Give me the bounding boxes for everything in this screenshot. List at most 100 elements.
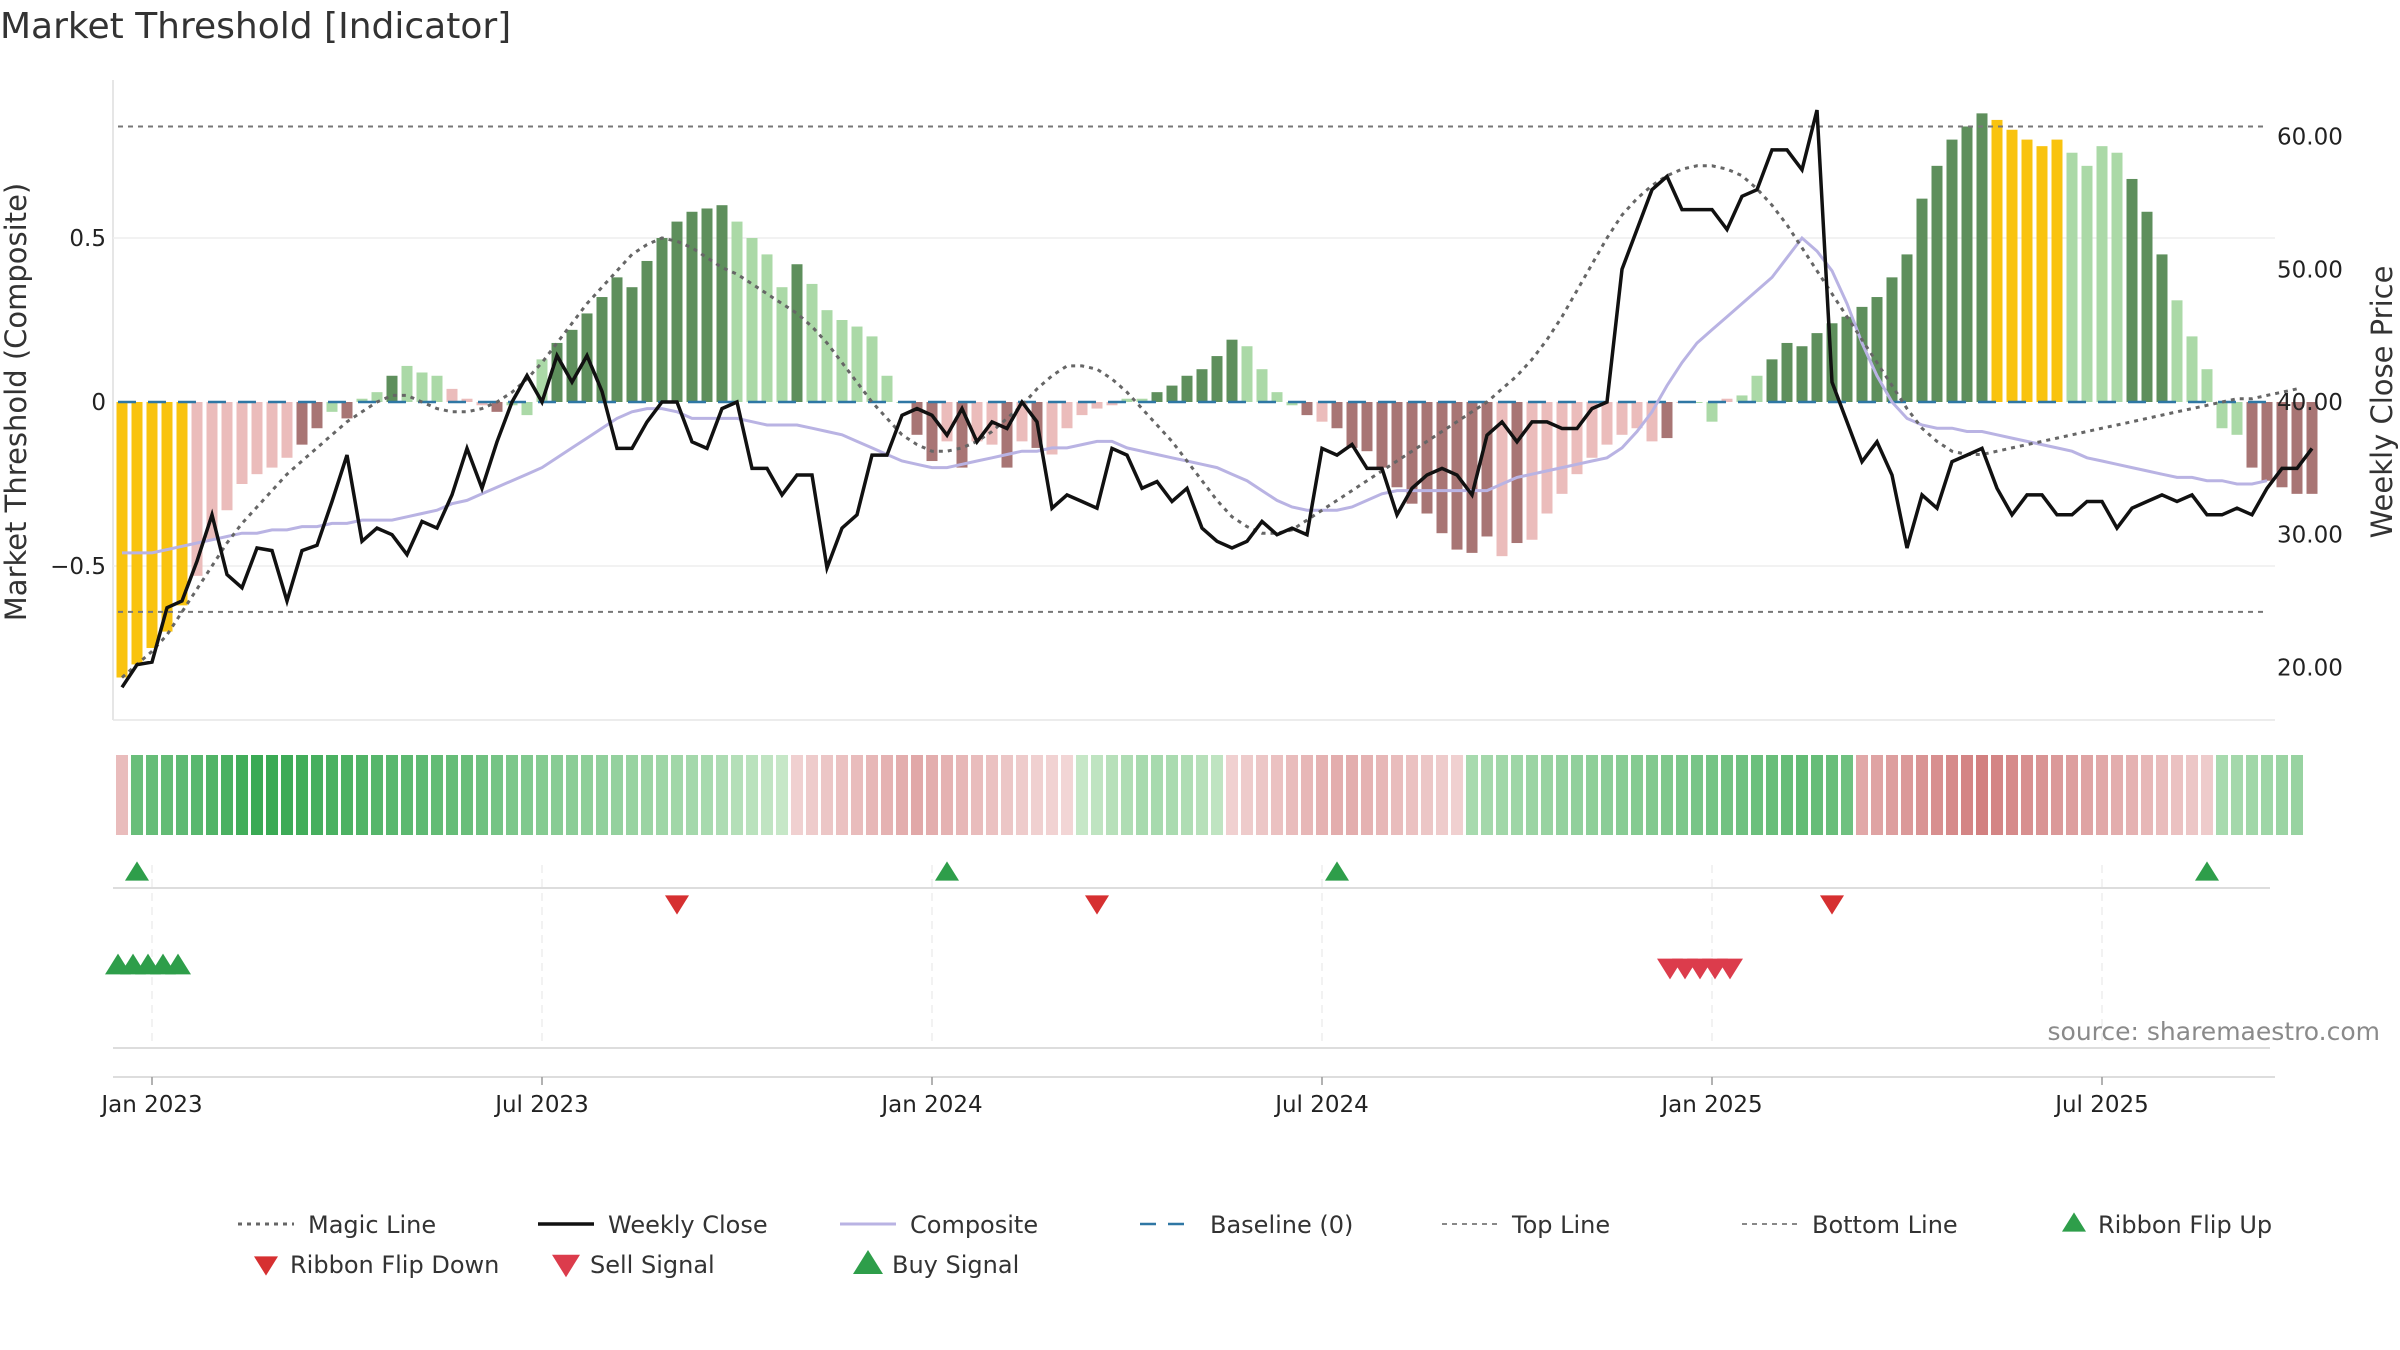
composite-bar [806, 283, 818, 402]
composite-bar [851, 326, 863, 402]
ribbon-cell [701, 755, 713, 835]
ribbon-cell [1751, 755, 1763, 835]
composite-bar [266, 402, 278, 468]
composite-bar [926, 402, 938, 462]
ribbon-cell [1151, 755, 1163, 835]
composite-bar [1286, 402, 1298, 406]
composite-bar [2306, 402, 2318, 494]
ribbon-cell [1946, 755, 1958, 835]
ribbon-cell [1496, 755, 1508, 835]
main-panel: 0.5 0 −0.5 60.00 50.00 40.00 30.00 20.00 Marke… [0, 80, 2399, 721]
left-tick-label: 0 [91, 390, 106, 416]
composite-bar [941, 402, 953, 442]
legend-item: Ribbon Flip Down [254, 1251, 499, 1279]
ribbon-cell [1166, 755, 1178, 835]
composite-bar [1796, 346, 1808, 402]
ribbon-cell [2021, 755, 2033, 835]
composite-bar [326, 402, 338, 412]
ribbon-cell [2036, 755, 2048, 835]
ribbon-cell [881, 755, 893, 835]
ribbon-cell [1781, 755, 1793, 835]
composite-bar [1256, 369, 1268, 402]
ribbon-cell [1736, 755, 1748, 835]
composite-bar [971, 402, 983, 442]
ribbon-cell [2186, 755, 2198, 835]
ribbon-cell [986, 755, 998, 835]
composite-bars [116, 113, 2318, 678]
composite-bar [1766, 359, 1778, 402]
composite-bar [911, 402, 923, 435]
ribbon-flip-down-marker [1085, 895, 1109, 915]
right-tick-label: 50.00 [2277, 257, 2343, 283]
ribbon-cell [2261, 755, 2273, 835]
ribbon-cell [1481, 755, 1493, 835]
left-axis-label: Market Threshold (Composite) [0, 183, 33, 621]
ribbon-cell [1016, 755, 1028, 835]
composite-bar [671, 221, 683, 402]
ribbon-cell [821, 755, 833, 835]
ribbon-flip-up-marker [1325, 861, 1349, 881]
legend-label: Top Line [1511, 1211, 1610, 1239]
ribbon-cell [716, 755, 728, 835]
composite-bar [1886, 277, 1898, 402]
composite-bar [776, 287, 788, 402]
composite-bar [1226, 339, 1238, 402]
composite-bar [2141, 211, 2153, 402]
composite-bar [956, 402, 968, 468]
composite-bar [356, 398, 368, 402]
composite-bar [521, 402, 533, 416]
composite-bar [236, 402, 248, 484]
composite-bar [2126, 178, 2138, 402]
ribbon-cell [1721, 755, 1733, 835]
legend-item: Composite [840, 1211, 1038, 1239]
composite-bar [1091, 402, 1103, 409]
ribbon-cell [1181, 755, 1193, 835]
legend-item: Weekly Close [538, 1211, 768, 1239]
composite-bar [1076, 402, 1088, 416]
ribbon-cell [1466, 755, 1478, 835]
composite-bar [866, 336, 878, 402]
ribbon-cell [2231, 755, 2243, 835]
left-axis-ticks: 0.5 0 −0.5 [50, 226, 106, 580]
ribbon-cell [2276, 755, 2288, 835]
ribbon-cell [1601, 755, 1613, 835]
ribbon-cell [1451, 755, 1463, 835]
ribbon-cell [1361, 755, 1373, 835]
ribbon-cell [221, 755, 233, 835]
composite-bar [1271, 392, 1283, 402]
composite-bar [1736, 395, 1748, 402]
ribbon-cell [281, 755, 293, 835]
composite-bar [881, 375, 893, 402]
legend-label: Bottom Line [1812, 1211, 1958, 1239]
composite-bar [1601, 402, 1613, 445]
composite-bar [341, 402, 353, 419]
composite-bar [2051, 139, 2063, 402]
composite-bar [176, 402, 188, 606]
magic-line [121, 164, 2298, 679]
threshold-lines [118, 125, 2268, 613]
ribbon-cell [506, 755, 518, 835]
composite-bar [1556, 402, 1568, 494]
legend-label: Ribbon Flip Down [290, 1251, 499, 1279]
ribbon-cell [926, 755, 938, 835]
ribbon-cell [776, 755, 788, 835]
composite-bar [1136, 398, 1148, 402]
composite-bar [1811, 333, 1823, 402]
composite-bar [1376, 402, 1388, 468]
ribbon-flip-up-marker [125, 861, 149, 881]
composite-bar [1706, 402, 1718, 422]
ribbon-cell [656, 755, 668, 835]
ribbon-cell [1316, 755, 1328, 835]
composite-bar [1721, 398, 1733, 402]
ribbon-cell [1706, 755, 1718, 835]
ribbon-cell [746, 755, 758, 835]
composite-bar [281, 402, 293, 458]
ribbon-cell [1976, 755, 1988, 835]
composite-bar [1166, 385, 1178, 402]
x-tick-label: Jul 2025 [2053, 1092, 2149, 1118]
composite-bar [566, 329, 578, 402]
left-tick-label: 0.5 [69, 226, 106, 252]
composite-bar [1301, 402, 1313, 416]
composite-bar [1946, 139, 1958, 402]
signal-panels: source: sharemaestro.com Jan 2023 Jul 202… [99, 861, 2380, 1118]
